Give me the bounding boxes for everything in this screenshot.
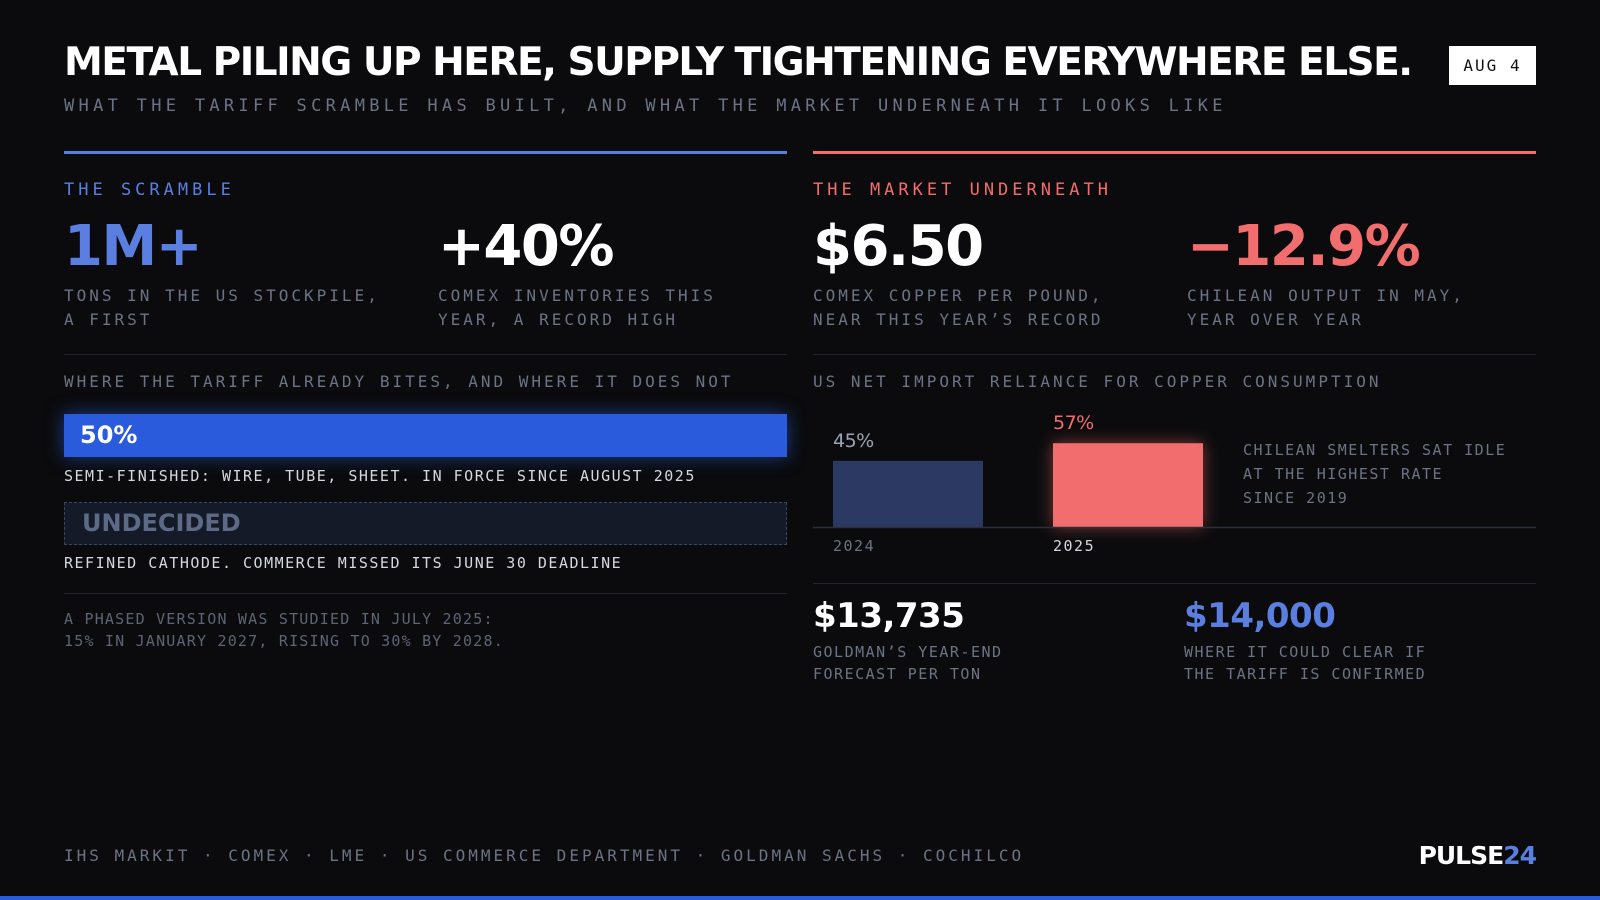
brand-number: 24 (1503, 841, 1537, 870)
chart-title: US NET IMPORT RELIANCE FOR COPPER CONSUM… (813, 372, 1382, 391)
text: SINCE 2019 (1243, 489, 1349, 507)
brand-name: PULSE (1418, 841, 1505, 870)
text: CHILEAN SMELTERS SAT IDLE (1243, 441, 1507, 459)
text: COMEX INVENTORIES THIS (438, 286, 716, 305)
stat-caption: TONS IN THE US STOCKPILE, A FIRST (64, 284, 380, 332)
text: A FIRST (64, 310, 153, 329)
bar (1053, 443, 1203, 527)
text: 15% IN JANUARY 2027, RISING TO 30% BY 20… (64, 632, 504, 650)
title: METAL PILING UP HERE, SUPPLY TIGHTENING … (64, 40, 1413, 85)
note: A PHASED VERSION WAS STUDIED IN JULY 202… (64, 608, 504, 652)
text: TONS IN THE US STOCKPILE, (64, 286, 380, 305)
forecast-caption: WHERE IT COULD CLEAR IF THE TARIFF IS CON… (1184, 641, 1426, 685)
value-label: 57% (1053, 412, 1094, 434)
text: THE TARIFF IS CONFIRMED (1184, 665, 1427, 683)
bar (833, 460, 983, 527)
text: CHILEAN OUTPUT IN MAY, (1187, 286, 1465, 305)
subtitle: WHAT THE TARIFF SCRAMBLE HAS BUILT, AND … (64, 96, 1227, 116)
stat-caption: COMEX INVENTORIES THIS YEAR, A RECORD HIG… (438, 284, 716, 332)
section-label: THE MARKET UNDERNEATH (813, 180, 1112, 200)
text: A PHASED VERSION WAS STUDIED IN JULY 202… (64, 610, 494, 628)
forecast-caption: GOLDMAN’S YEAR-END FORECAST PER TON (813, 641, 1003, 685)
stat-value: 1M+ (64, 214, 203, 279)
stat-caption: COMEX COPPER PER POUND, NEAR THIS YEAR’S … (813, 284, 1104, 332)
brand: PULSE24 (1418, 841, 1537, 870)
text: GOLDMAN’S YEAR-END (813, 643, 1003, 661)
chart: 45% 2024 57% 2025 (813, 412, 1536, 555)
heading: WHERE THE TARIFF ALREADY BITES, AND WHER… (64, 372, 734, 391)
tariff-badge: UNDECIDED (64, 502, 787, 545)
stat-value: −12.9% (1187, 214, 1421, 279)
x-tick-label: 2024 (833, 537, 875, 555)
divider (813, 583, 1536, 584)
sources: IHS MARKIT · COMEX · LME · US COMMERCE D… (64, 846, 1025, 865)
stat-caption: CHILEAN OUTPUT IN MAY, YEAR OVER YEAR (1187, 284, 1465, 332)
text: COMEX COPPER PER POUND, (813, 286, 1104, 305)
stat-value: $6.50 (813, 214, 984, 279)
date-badge: AUG 4 (1449, 46, 1536, 85)
tariff-caption: SEMI-FINISHED: WIRE, TUBE, SHEET. IN FOR… (64, 467, 696, 485)
forecast-value: $14,000 (1184, 596, 1336, 636)
note: CHILEAN SMELTERS SAT IDLE AT THE HIGHEST … (1243, 438, 1506, 510)
text: AT THE HIGHEST RATE (1243, 465, 1444, 483)
tariff-caption: REFINED CATHODE. COMMERCE MISSED ITS JUN… (64, 554, 623, 572)
text: FORECAST PER TON (813, 665, 982, 683)
rule (813, 151, 1536, 154)
text: NEAR THIS YEAR’S RECORD (813, 310, 1104, 329)
text: YEAR, A RECORD HIGH (438, 310, 679, 329)
divider (64, 354, 787, 355)
divider (813, 354, 1536, 355)
section-label: THE SCRAMBLE (64, 180, 235, 200)
bottom-bar (0, 896, 1600, 900)
divider (64, 593, 787, 594)
text: YEAR OVER YEAR (1187, 310, 1364, 329)
tariff-badge: 50% (64, 414, 787, 457)
text: WHERE IT COULD CLEAR IF (1184, 643, 1427, 661)
stat-value: +40% (438, 214, 614, 279)
value-label: 45% (833, 430, 874, 452)
rule (64, 151, 787, 154)
x-tick-label: 2025 (1053, 537, 1095, 555)
forecast-value: $13,735 (813, 596, 965, 636)
